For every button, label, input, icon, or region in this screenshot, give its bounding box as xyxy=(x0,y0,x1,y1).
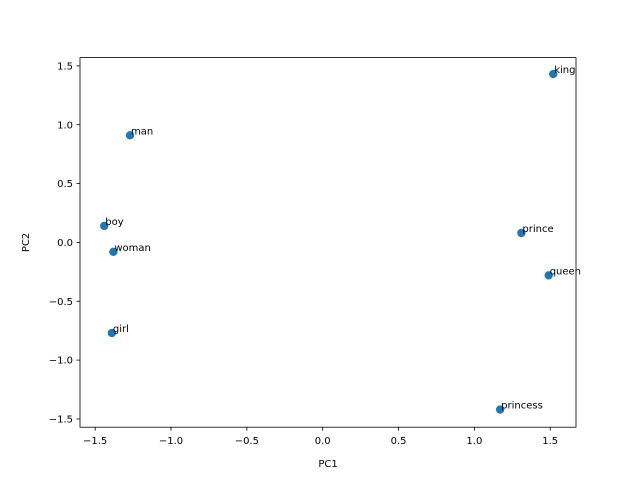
x-tick-label: 0.5 xyxy=(391,436,407,447)
point-label-girl: girl xyxy=(113,324,129,335)
point-label-princess: princess xyxy=(501,401,543,412)
plot-area: king man boy prince woman queen girl princess xyxy=(79,57,581,428)
plot-frame xyxy=(79,57,577,428)
y-tick-label: 0.5 xyxy=(57,179,73,190)
y-axis-label: PC2 xyxy=(21,233,32,252)
point-king xyxy=(549,69,558,79)
x-tick-label: −1.0 xyxy=(159,436,183,447)
point-boy xyxy=(100,221,109,231)
x-tick-label: −0.5 xyxy=(235,436,259,447)
x-tick-label: 1.0 xyxy=(466,436,482,447)
point-label-man: man xyxy=(131,126,153,137)
point-label-woman: woman xyxy=(114,243,151,254)
point-queen xyxy=(544,271,553,280)
point-label-queen: queen xyxy=(550,266,581,277)
x-tick-label: 0.0 xyxy=(315,436,331,447)
point-label-boy: boy xyxy=(105,217,123,228)
point-label-king: king xyxy=(554,65,575,76)
y-tick-label: −0.5 xyxy=(49,297,73,308)
point-girl xyxy=(107,328,117,338)
y-tick-label: −1.5 xyxy=(49,415,73,426)
x-axis: −1.5 −1.0 −0.5 0.0 0.5 1.0 1.5 xyxy=(83,427,558,447)
point-labels: king man boy prince woman queen girl princess xyxy=(105,65,581,411)
point-prince xyxy=(517,228,526,238)
y-tick-label: 1.0 xyxy=(57,120,73,131)
y-tick-label: 0.0 xyxy=(57,238,73,249)
points-layer xyxy=(100,69,558,414)
point-woman xyxy=(109,247,118,257)
y-tick-label: 1.5 xyxy=(57,61,73,72)
point-label-prince: prince xyxy=(522,224,553,235)
point-princess xyxy=(495,405,505,414)
x-axis-label: PC1 xyxy=(318,459,337,470)
x-tick-label: −1.5 xyxy=(83,436,107,447)
y-axis: −1.5 −1.0 −0.5 0.0 0.5 1.0 1.5 xyxy=(49,61,80,426)
point-man xyxy=(125,131,135,140)
x-tick-label: 1.5 xyxy=(542,436,558,447)
y-tick-label: −1.0 xyxy=(49,356,73,367)
